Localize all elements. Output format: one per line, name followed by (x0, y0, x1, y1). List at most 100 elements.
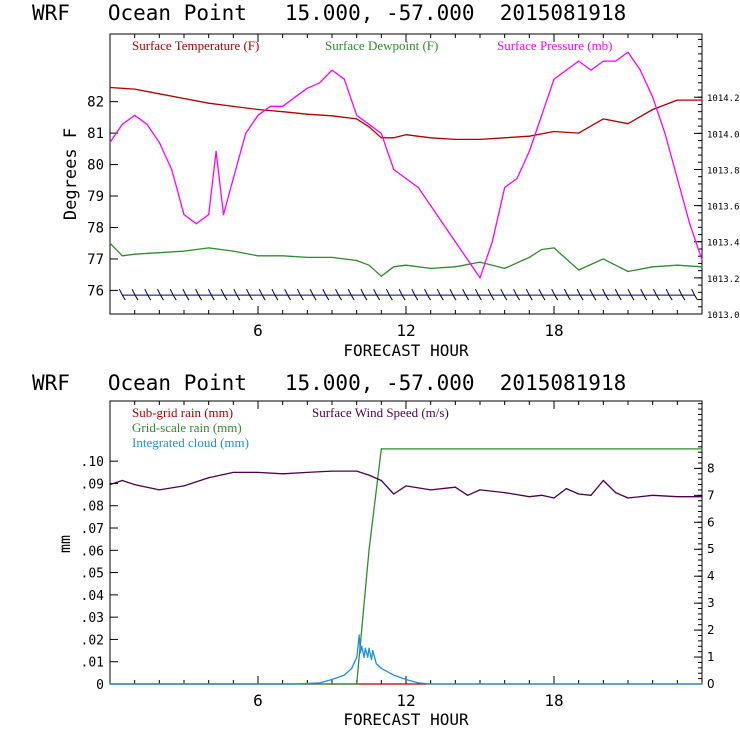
top-series-wind-barbs-barb (576, 288, 581, 296)
top-series-surface-temperature-f-point (208, 102, 210, 104)
top-series-surface-temperature-f-point (257, 108, 259, 111)
top-series-surface-dewpoint-f-point (368, 264, 370, 266)
bottom-y-tick-label: .06 (81, 544, 104, 559)
top-series-wind-barbs-barb (195, 288, 200, 296)
top-series-wind-barbs-barb-tail (643, 294, 648, 301)
top-series-wind-barbs-barb (691, 288, 696, 296)
top-series-wind-barbs-barb-tail (261, 294, 266, 301)
top-series-surface-pressure-mb-point (689, 223, 691, 225)
top-series-wind-barbs-barb-tail (236, 294, 241, 301)
top-series-surface-temperature-f-point (368, 126, 370, 128)
bottom-y-tick-label: .03 (81, 611, 104, 626)
top-series-wind-barbs-barb (322, 288, 327, 296)
top-series-surface-dewpoint-f-point (121, 255, 123, 257)
bottom-y2-tick-label: 5 (707, 542, 715, 556)
top-series-surface-temperature-f-point (356, 118, 358, 120)
top-series-wind-barbs-barb-tail (121, 294, 126, 301)
top-series-wind-barbs-barb-tail (554, 294, 559, 301)
top-series-surface-temperature-f-point (158, 93, 160, 95)
top-series-wind-barbs-barb-tail (605, 294, 610, 301)
bottom-series-surface-wind-speed-m-s-point (121, 479, 123, 482)
bottom-series-surface-wind-speed-m-s-point (306, 471, 308, 474)
top-series-surface-temperature-f-point (232, 105, 234, 107)
bottom-y2-tick-label: 8 (707, 461, 715, 475)
top-series-wind-barbs-barb (157, 288, 161, 296)
bottom-x-tick-label: 12 (396, 691, 415, 710)
bottom-series-integrated-cloud-mm-point (367, 656, 369, 658)
top-series-surface-dewpoint-f-line (109, 242, 703, 277)
top-series-surface-pressure-mb-point (565, 69, 567, 71)
bottom-series-surface-wind-speed-m-s-point (454, 486, 456, 488)
top-series-surface-temperature-f-point (553, 130, 555, 133)
top-series-surface-pressure-mb-point (491, 241, 493, 243)
bottom-series-grid-scale-rain-mm-point (368, 549, 370, 551)
top-series-wind-barbs-barb-tail (681, 294, 686, 301)
bottom-series-surface-wind-speed-m-s-point (134, 483, 136, 486)
top-series-surface-pressure-mb-point (676, 177, 678, 180)
top-series-surface-temperature-f-point (306, 113, 308, 115)
top-series-wind-barbs-barb (347, 288, 352, 296)
top-series-wind-barbs-barb (563, 288, 568, 296)
bottom-legend-integrated-cloud: Integrated cloud (mm) (132, 435, 249, 450)
top-series-surface-temperature-f-line (109, 86, 702, 141)
top-series-surface-pressure-mb-point (393, 168, 395, 171)
bottom-series-surface-wind-speed-m-s-point (405, 485, 407, 487)
bottom-chart-title: WRF Ocean Point 15.000, -57.000 20150819… (32, 371, 626, 395)
bottom-series-surface-wind-speed-m-s-point (479, 489, 481, 491)
bottom-series-surface-wind-speed-m-s-point (356, 470, 358, 472)
top-series-wind-barbs-barb-tail (477, 294, 482, 301)
top-series-wind-barbs-barb-tail (503, 294, 508, 301)
bottom-series-integrated-cloud-mm-point (331, 678, 333, 681)
top-y2-tick-label: 1014.0 (707, 130, 740, 140)
top-series-surface-temperature-f-point (134, 88, 136, 90)
top-series-surface-dewpoint-f-point (454, 266, 456, 268)
bottom-series-surface-wind-speed-m-s-point (232, 471, 234, 474)
top-y-axis-label: Degrees F (61, 128, 81, 220)
bottom-legend-subgrid-rain: Sub-grid rain (mm) (132, 405, 233, 420)
top-series-wind-barbs-barb (258, 288, 263, 296)
top-series-wind-barbs-barb (424, 288, 428, 296)
top-series-surface-pressure-mb-point (578, 60, 580, 62)
bottom-series-integrated-cloud-mm-point (364, 647, 366, 649)
bottom-series-surface-wind-speed-m-s-point (602, 479, 604, 482)
bottom-series-surface-wind-speed-m-s-point (331, 470, 333, 472)
top-series-surface-dewpoint-f-point (627, 270, 629, 273)
top-series-wind-barbs-barb-tail (388, 294, 393, 301)
top-series-surface-temperature-f-point (454, 138, 456, 140)
bottom-series-surface-wind-speed-m-s-point (257, 471, 259, 474)
top-series-surface-pressure-mb-point (134, 114, 136, 116)
bottom-y-tick-label: .05 (81, 567, 104, 582)
top-series-surface-dewpoint-f-point (602, 258, 604, 260)
top-series-wind-barbs-barb (373, 288, 378, 296)
bottom-series-integrated-cloud-mm-point (375, 663, 377, 665)
top-series-surface-dewpoint-f-point (676, 264, 678, 266)
top-chart-frame (109, 33, 703, 315)
top-series-surface-temperature-f-point (701, 99, 703, 101)
top-series-surface-pressure-mb-point (639, 69, 641, 71)
top-series-surface-pressure-mb-point (602, 60, 604, 62)
bottom-series-surface-wind-speed-m-s-point (676, 496, 678, 498)
top-series-wind-barbs-barb-tail (452, 294, 457, 301)
bottom-series-surface-wind-speed-m-s-point (109, 483, 111, 486)
top-series-surface-pressure-mb-point (516, 177, 518, 180)
bottom-series-surface-wind-speed-m-s-point (183, 485, 185, 487)
top-series-wind-barbs-barb (182, 288, 187, 296)
top-series-surface-pressure-mb-point (245, 132, 247, 134)
top-series-surface-dewpoint-f-point (257, 255, 259, 257)
top-series-surface-temperature-f-point (282, 111, 284, 113)
top-series-wind-barbs-barb (665, 288, 670, 296)
top-y-tick-label: 81 (87, 126, 104, 142)
top-series-wind-barbs-barb (207, 288, 212, 296)
top-series-surface-pressure-mb-point (467, 259, 469, 261)
bottom-series-surface-wind-speed-m-s-point (615, 492, 617, 494)
top-series-wind-barbs-barb-tail (198, 294, 203, 301)
bottom-y2-tick-label: 4 (707, 569, 715, 583)
top-series-surface-pressure-mb-point (282, 105, 284, 107)
bottom-series-grid-scale-rain-mm-line (110, 448, 702, 685)
top-series-surface-pressure-mb-point (257, 114, 259, 116)
top-series-surface-pressure-mb-point (627, 51, 629, 53)
top-series-wind-barbs-barb-tail (516, 294, 520, 301)
top-series-wind-barbs-barb (436, 288, 441, 296)
top-series-surface-pressure-mb-point (368, 123, 370, 125)
